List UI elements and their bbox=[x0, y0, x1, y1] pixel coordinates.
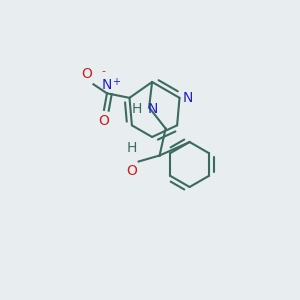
Text: -: - bbox=[101, 66, 105, 76]
Text: +: + bbox=[112, 77, 120, 87]
Text: O: O bbox=[98, 114, 110, 128]
Text: O: O bbox=[126, 164, 137, 178]
Text: H: H bbox=[131, 102, 142, 116]
Text: N: N bbox=[102, 78, 112, 92]
Text: N: N bbox=[182, 91, 193, 105]
Text: H: H bbox=[127, 141, 137, 155]
Text: N: N bbox=[148, 102, 158, 116]
Text: O: O bbox=[81, 67, 92, 81]
